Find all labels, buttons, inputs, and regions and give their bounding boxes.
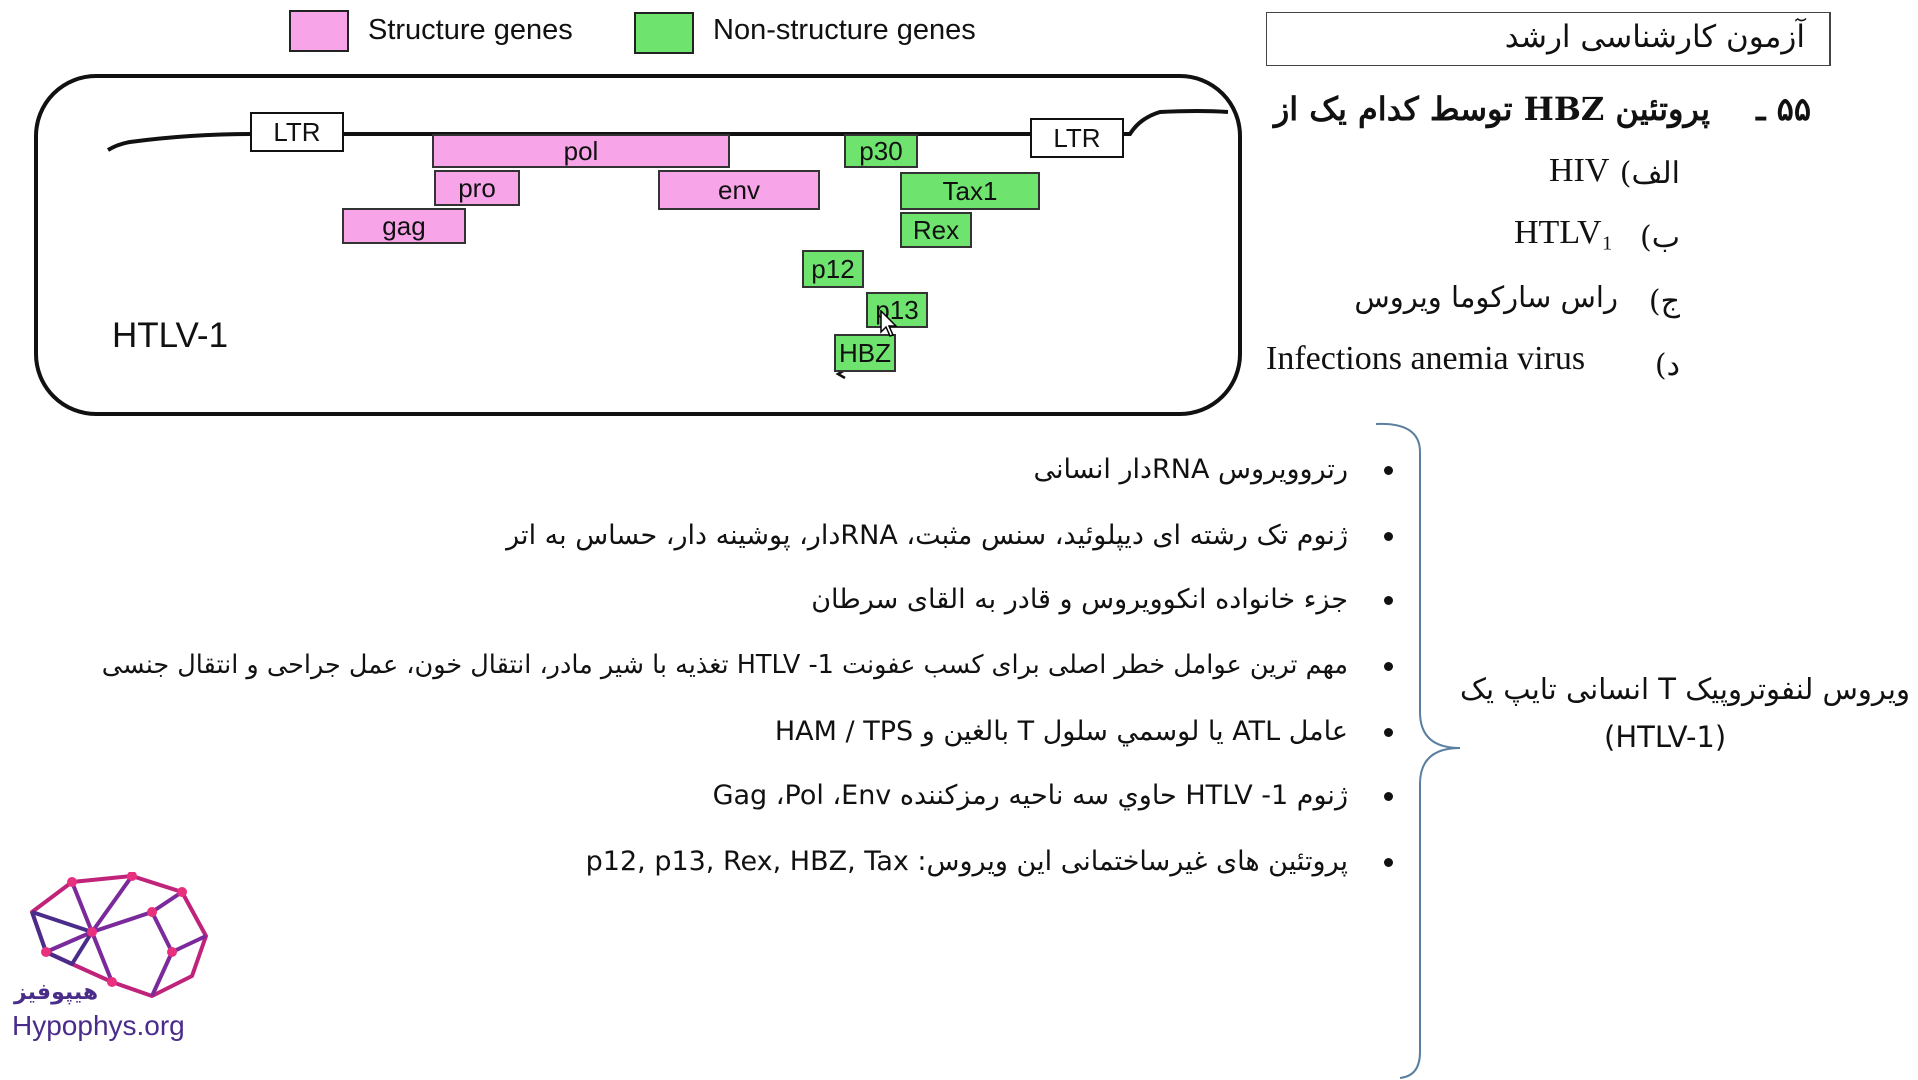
gene-gag: gag: [342, 208, 466, 244]
logo-name-en: Hypophys.org: [12, 1010, 185, 1041]
gene-hbz: HBZ: [834, 334, 896, 372]
brain-logo-icon: [30, 872, 208, 998]
curly-brace: [1375, 422, 1461, 1079]
legend-structure-label: Structure genes: [368, 14, 573, 46]
virus-name-label: HTLV-1: [112, 316, 229, 355]
genome-backbone-line: [106, 109, 1229, 380]
option-d-label: د): [1654, 348, 1680, 383]
gene-tax1: Tax1: [900, 172, 1040, 210]
bullet-item: رتروویروس RNAدار انسانی: [1033, 454, 1348, 485]
gene-env: env: [658, 170, 820, 210]
summary-abbrev: (HTLV-1): [1604, 720, 1727, 754]
exam-title: آزمون کارشناسی ارشد: [1504, 19, 1805, 55]
gene-rex: Rex: [900, 212, 972, 248]
option-c-label: ج): [1648, 284, 1680, 319]
question-number: ۵۵ ـ: [1756, 90, 1811, 128]
bullet-item: جزء خانواده انکوویروس و قادر به القای سر…: [811, 584, 1348, 615]
legend-nonstructure-swatch: [634, 12, 694, 54]
option-b-label: ب): [1640, 220, 1680, 255]
option-c-value: راس سارکوما ویروس: [1354, 280, 1618, 314]
bullet-item: عامل ATL یا لوسمي سلول T بالغين و HAM / …: [774, 716, 1348, 747]
bullet-dot: [1384, 466, 1393, 475]
option-a-label: الف): [1619, 156, 1680, 191]
gene-p13: p13: [866, 292, 928, 328]
bullet-dot: [1384, 596, 1393, 605]
option-b-value: HTLV₁: [1514, 214, 1614, 251]
bullet-item: ژنوم HTLV -1 حاوي سه ناحیه رمزکننده Gag …: [712, 780, 1348, 811]
bullet-item: ژنوم تک رشته ای دیپلوئید، سنس مثبت، RNAد…: [506, 520, 1348, 551]
bullet-dot: [1384, 858, 1393, 867]
gene-p12: p12: [802, 250, 864, 288]
logo-name-fa: هیپوفیز: [14, 980, 99, 1005]
gene-p30: p30: [844, 134, 918, 168]
bullet-dot: [1384, 792, 1393, 801]
legend-nonstructure-label: Non-structure genes: [713, 14, 976, 46]
exam-title-box: آزمون کارشناسی ارشد: [1266, 12, 1831, 66]
question-text: پروتئین HBZ توسط کدام یک از: [1273, 90, 1710, 128]
legend-structure-swatch: [289, 10, 349, 52]
summary-title: ویروس لنفوتروپیک T انسانی تایپ یک: [1460, 672, 1910, 706]
ltr-right-box: LTR: [1030, 118, 1124, 158]
bullet-dot: [1384, 662, 1393, 671]
option-a-value: HIV: [1549, 152, 1610, 189]
bullet-item: پروتئین های غیرساختمانی این ویروس: p12, …: [585, 846, 1348, 877]
mouse-cursor-icon: [880, 310, 898, 337]
option-d-value: Infections anemia virus: [1266, 340, 1586, 377]
ltr-left-box: LTR: [250, 112, 344, 152]
genome-diagram-frame: [34, 74, 1242, 416]
bullet-dot: [1384, 728, 1393, 737]
gene-pro: pro: [434, 170, 520, 206]
bullet-item: مهم ترین عوامل خطر اصلی برای کسب عفونت H…: [101, 650, 1348, 680]
gene-pol: pol: [432, 134, 730, 168]
bullet-dot: [1384, 532, 1393, 541]
